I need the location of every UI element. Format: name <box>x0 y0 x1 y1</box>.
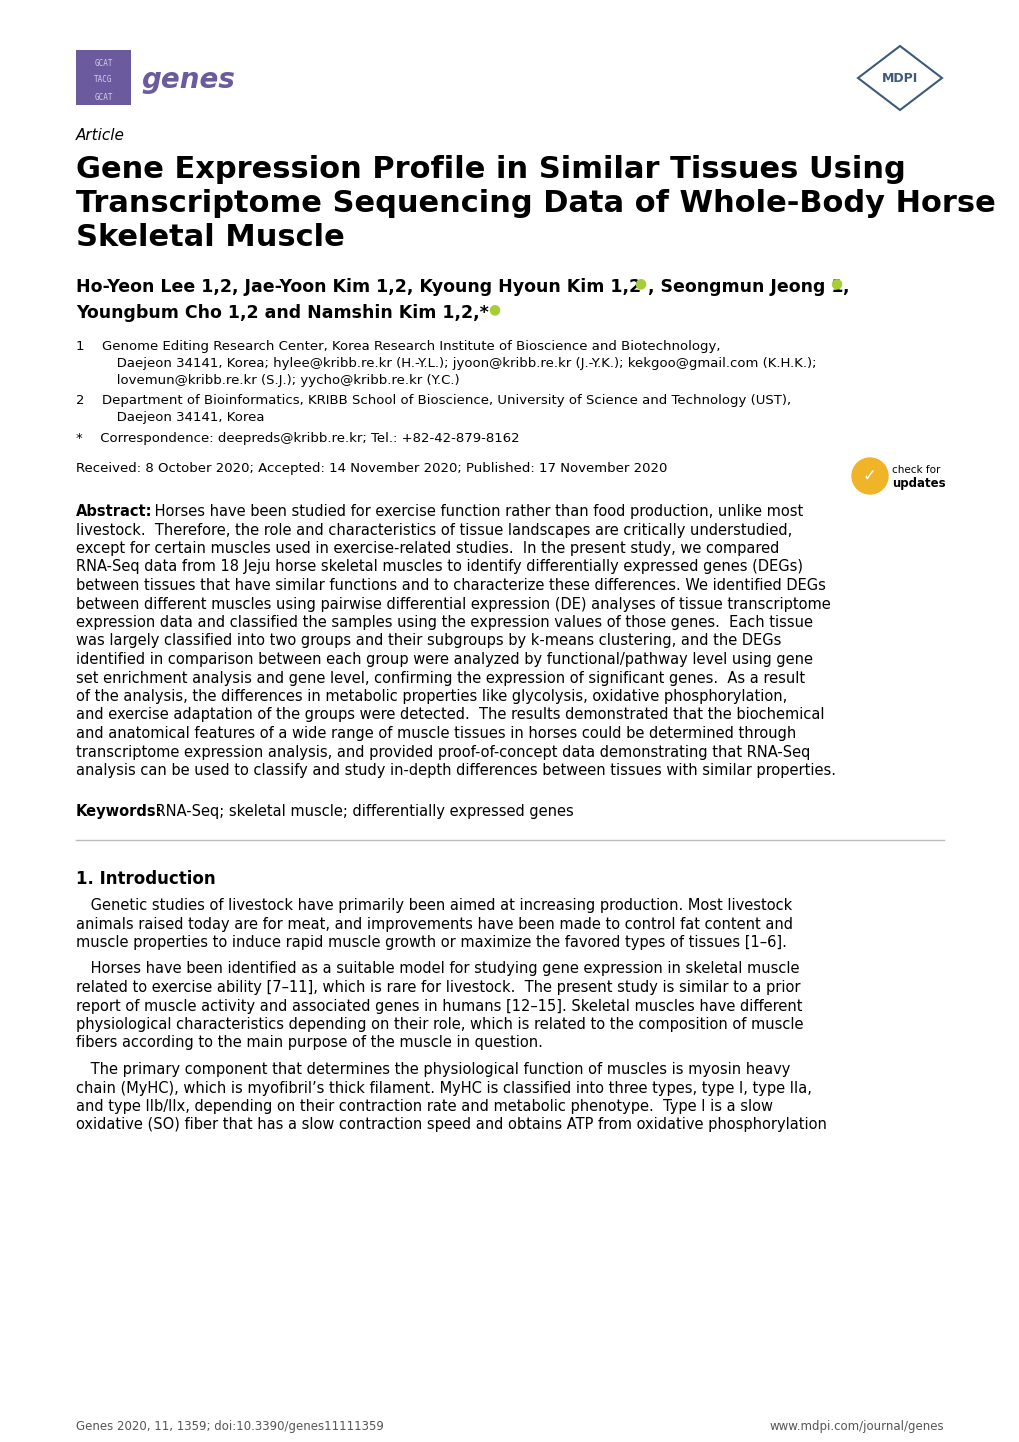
Text: ●: ● <box>634 275 645 290</box>
Text: Genes 2020, 11, 1359; doi:10.3390/genes11111359: Genes 2020, 11, 1359; doi:10.3390/genes1… <box>76 1420 383 1433</box>
Text: Horses have been studied for exercise function rather than food production, unli: Horses have been studied for exercise fu… <box>150 505 803 519</box>
Text: Genetic studies of livestock have primarily been aimed at increasing production.: Genetic studies of livestock have primar… <box>76 898 792 913</box>
Text: muscle properties to induce rapid muscle growth or maximize the favored types of: muscle properties to induce rapid muscle… <box>76 934 786 950</box>
Text: between tissues that have similar functions and to characterize these difference: between tissues that have similar functi… <box>76 578 825 593</box>
Text: Horses have been identified as a suitable model for studying gene expression in : Horses have been identified as a suitabl… <box>76 962 799 976</box>
Text: animals raised today are for meat, and improvements have been made to control fa: animals raised today are for meat, and i… <box>76 917 792 932</box>
Text: physiological characteristics depending on their role, which is related to the c: physiological characteristics depending … <box>76 1017 803 1032</box>
Text: of the analysis, the differences in metabolic properties like glycolysis, oxidat: of the analysis, the differences in meta… <box>76 689 787 704</box>
Text: lovemun@kribb.re.kr (S.J.); yycho@kribb.re.kr (Y.C.): lovemun@kribb.re.kr (S.J.); yycho@kribb.… <box>86 373 460 386</box>
Text: , Seongmun Jeong 1: , Seongmun Jeong 1 <box>647 278 843 296</box>
Text: ●: ● <box>829 275 842 290</box>
Text: analysis can be used to classify and study in-depth differences between tissues : analysis can be used to classify and stu… <box>76 763 836 779</box>
Text: Daejeon 34141, Korea: Daejeon 34141, Korea <box>86 411 264 424</box>
Text: 1. Introduction: 1. Introduction <box>76 870 215 888</box>
Text: ✓: ✓ <box>861 467 875 485</box>
Text: Youngbum Cho 1,2 and Namshin Kim 1,2,*: Youngbum Cho 1,2 and Namshin Kim 1,2,* <box>76 304 488 322</box>
Text: identified in comparison between each group were analyzed by functional/pathway : identified in comparison between each gr… <box>76 652 812 668</box>
Text: *  Correspondence: deepreds@kribb.re.kr; Tel.: +82-42-879-8162: * Correspondence: deepreds@kribb.re.kr; … <box>76 431 519 444</box>
Text: 2  Department of Bioinformatics, KRIBB School of Bioscience, University of Scien: 2 Department of Bioinformatics, KRIBB Sc… <box>76 395 791 408</box>
Text: transcriptome expression analysis, and provided proof-of-concept data demonstrat: transcriptome expression analysis, and p… <box>76 744 809 760</box>
Text: updates: updates <box>892 477 945 490</box>
Text: was largely classified into two groups and their subgroups by k-means clustering: was largely classified into two groups a… <box>76 633 781 649</box>
Text: set enrichment analysis and gene level, confirming the expression of significant: set enrichment analysis and gene level, … <box>76 671 804 685</box>
Text: check for: check for <box>892 464 940 474</box>
Text: related to exercise ability [7–11], which is rare for livestock.  The present st: related to exercise ability [7–11], whic… <box>76 981 800 995</box>
Text: TACG: TACG <box>94 75 113 85</box>
Text: Abstract:: Abstract: <box>76 505 153 519</box>
Text: Keywords:: Keywords: <box>76 805 162 819</box>
Text: Transcriptome Sequencing Data of Whole-Body Horse: Transcriptome Sequencing Data of Whole-B… <box>76 189 995 218</box>
Text: and type IIb/IIx, depending on their contraction rate and metabolic phenotype.  : and type IIb/IIx, depending on their con… <box>76 1099 772 1115</box>
Text: Gene Expression Profile in Similar Tissues Using: Gene Expression Profile in Similar Tissu… <box>76 154 905 185</box>
FancyBboxPatch shape <box>76 50 130 105</box>
Text: and anatomical features of a wide range of muscle tissues in horses could be det: and anatomical features of a wide range … <box>76 725 796 741</box>
Text: between different muscles using pairwise differential expression (DE) analyses o: between different muscles using pairwise… <box>76 597 829 611</box>
Text: genes: genes <box>141 65 234 94</box>
Text: expression data and classified the samples using the expression values of those : expression data and classified the sampl… <box>76 614 812 630</box>
Text: ,: , <box>841 278 848 296</box>
Text: www.mdpi.com/journal/genes: www.mdpi.com/journal/genes <box>768 1420 943 1433</box>
Text: MDPI: MDPI <box>881 72 917 85</box>
Text: Daejeon 34141, Korea; hylee@kribb.re.kr (H.-Y.L.); jyoon@kribb.re.kr (J.-Y.K.); : Daejeon 34141, Korea; hylee@kribb.re.kr … <box>86 358 815 371</box>
Text: GCAT: GCAT <box>94 92 113 101</box>
Text: and exercise adaptation of the groups were detected.  The results demonstrated t: and exercise adaptation of the groups we… <box>76 708 823 722</box>
Text: livestock.  Therefore, the role and characteristics of tissue landscapes are cri: livestock. Therefore, the role and chara… <box>76 522 792 538</box>
Text: oxidative (SO) fiber that has a slow contraction speed and obtains ATP from oxid: oxidative (SO) fiber that has a slow con… <box>76 1118 826 1132</box>
Text: GCAT: GCAT <box>94 59 113 68</box>
Text: Ho-Yeon Lee 1,2, Jae-Yoon Kim 1,2, Kyoung Hyoun Kim 1,2: Ho-Yeon Lee 1,2, Jae-Yoon Kim 1,2, Kyoun… <box>76 278 641 296</box>
Text: report of muscle activity and associated genes in humans [12–15]. Skeletal muscl: report of muscle activity and associated… <box>76 998 802 1014</box>
Text: Skeletal Muscle: Skeletal Muscle <box>76 224 344 252</box>
Circle shape <box>851 459 888 495</box>
Text: RNA-Seq; skeletal muscle; differentially expressed genes: RNA-Seq; skeletal muscle; differentially… <box>151 805 574 819</box>
Text: Received: 8 October 2020; Accepted: 14 November 2020; Published: 17 November 202: Received: 8 October 2020; Accepted: 14 N… <box>76 461 666 474</box>
Text: chain (MyHC), which is myofibril’s thick filament. MyHC is classified into three: chain (MyHC), which is myofibril’s thick… <box>76 1080 811 1096</box>
Text: 1  Genome Editing Research Center, Korea Research Institute of Bioscience and Bi: 1 Genome Editing Research Center, Korea … <box>76 340 719 353</box>
Text: ●: ● <box>487 301 499 316</box>
Text: fibers according to the main purpose of the muscle in question.: fibers according to the main purpose of … <box>76 1035 542 1051</box>
Text: RNA-Seq data from 18 Jeju horse skeletal muscles to identify differentially expr: RNA-Seq data from 18 Jeju horse skeletal… <box>76 559 802 574</box>
Polygon shape <box>857 46 942 110</box>
Text: The primary component that determines the physiological function of muscles is m: The primary component that determines th… <box>76 1061 790 1077</box>
Text: Article: Article <box>76 128 124 143</box>
Text: except for certain muscles used in exercise-related studies.  In the present stu: except for certain muscles used in exerc… <box>76 541 779 557</box>
